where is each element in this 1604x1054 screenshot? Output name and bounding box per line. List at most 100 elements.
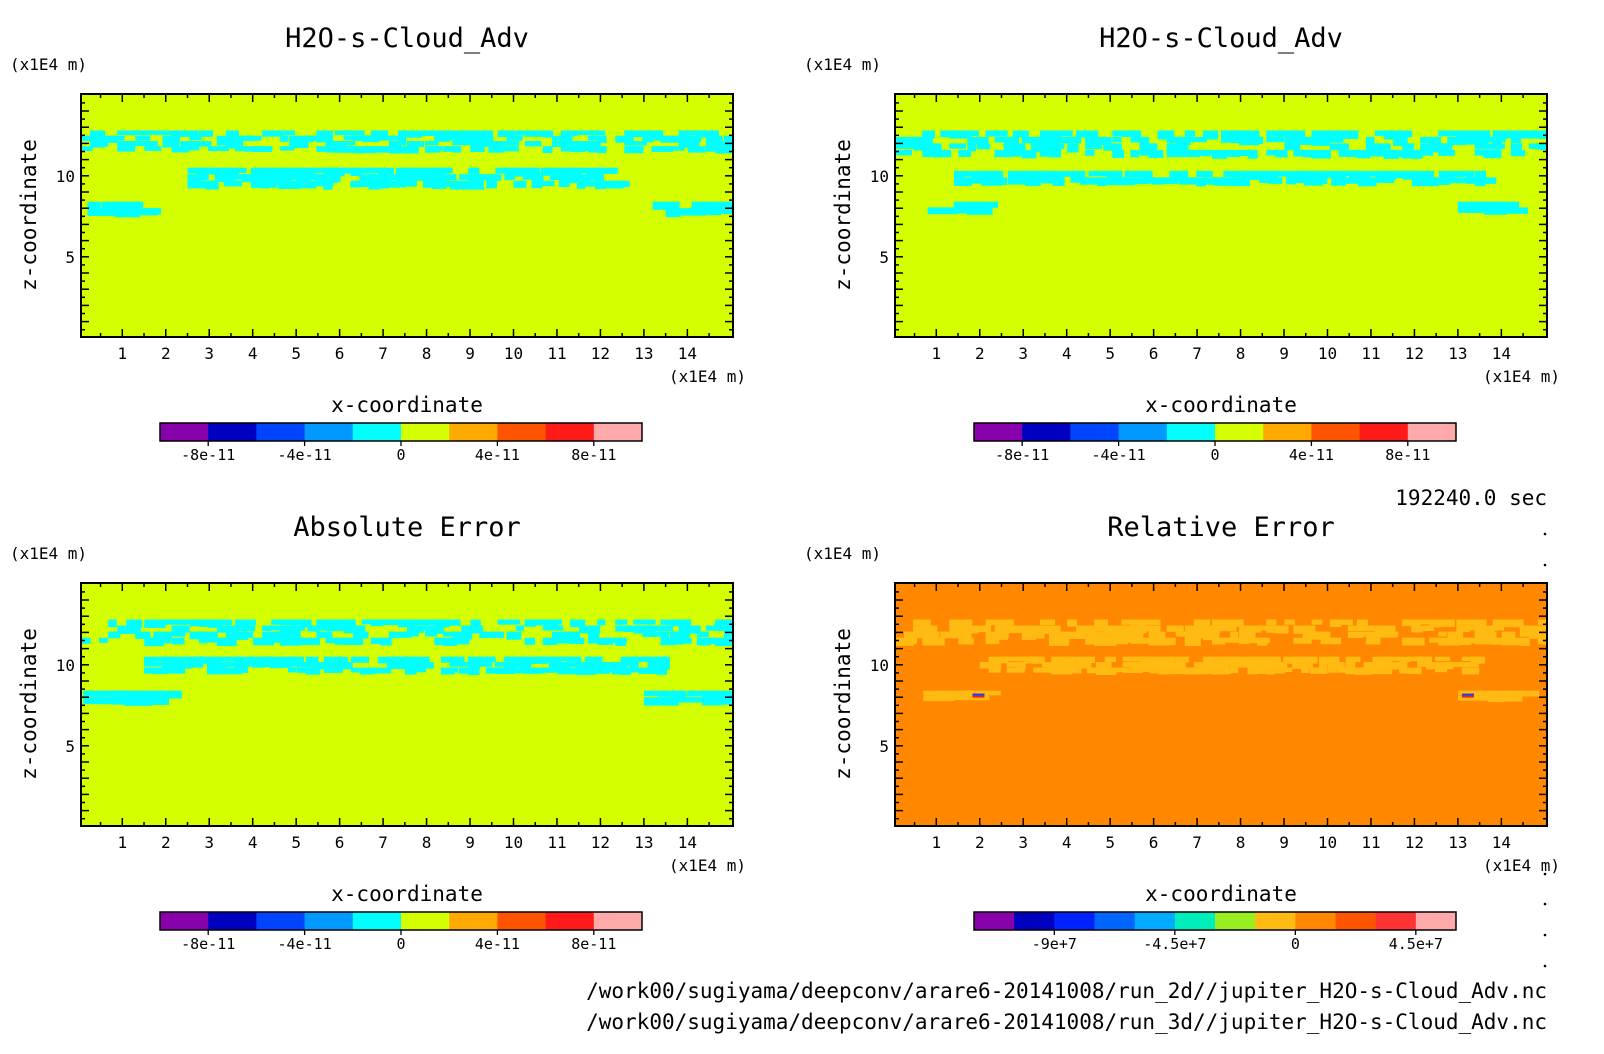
feature-cell [1196, 170, 1213, 177]
field-feature [652, 201, 733, 218]
feature-cell [962, 170, 975, 177]
feature-cell [1193, 149, 1211, 157]
feature-cell [1483, 637, 1500, 644]
feature-cell [397, 130, 408, 137]
colorbar-frame [973, 911, 1457, 931]
feature-cell [225, 662, 237, 667]
feature-cell [615, 625, 633, 632]
feature-cell [723, 637, 733, 646]
heatmap-field [81, 94, 733, 337]
feature-cell [461, 637, 470, 645]
feature-cell [162, 130, 178, 135]
colorbar-swatch [1359, 423, 1409, 441]
x-tick-label: 2 [161, 344, 171, 363]
feature-cell [278, 656, 295, 665]
x-tick-label: 12 [591, 833, 610, 852]
feature-cell [576, 180, 586, 189]
feature-cell [949, 619, 965, 626]
feature-cell [1030, 143, 1045, 153]
feature-cell [669, 631, 690, 638]
feature-cell [642, 135, 653, 143]
feature-cell [1214, 177, 1224, 186]
feature-cell [259, 174, 278, 182]
feature-cell [714, 625, 725, 631]
feature-cell [585, 174, 604, 181]
feature-cell [110, 697, 134, 705]
feature-cell [584, 656, 603, 662]
feature-cell [723, 631, 733, 638]
feature-cell [588, 631, 600, 639]
file-path-2d: /work00/sugiyama/deepconv/arare6-2014100… [586, 979, 1547, 1003]
feature-cell [701, 690, 733, 700]
feature-cell [1030, 631, 1045, 639]
feature-cell [305, 656, 319, 664]
feature-cell [1293, 625, 1305, 634]
feature-cell [1012, 625, 1025, 634]
feature-cell [497, 130, 515, 137]
feature-cell [296, 667, 315, 673]
feature-cell [633, 130, 653, 138]
feature-cell [542, 625, 564, 631]
feature-cell [949, 690, 974, 696]
feature-cell [1230, 136, 1244, 143]
feature-cell [958, 619, 973, 628]
feature-cell [1221, 149, 1240, 157]
feature-cell [958, 149, 972, 157]
feature-cell [989, 177, 999, 184]
feature-cell [976, 625, 992, 633]
feature-cell [449, 667, 459, 673]
feature-cell [280, 135, 289, 142]
feature-cell [377, 174, 392, 182]
feature-cell [665, 201, 680, 210]
feature-cell [1021, 136, 1034, 144]
feature-cell [477, 174, 492, 181]
feature-cell [1488, 695, 1505, 703]
feature-cell [379, 637, 392, 646]
feature-cell [171, 667, 185, 674]
feature-cell [1311, 631, 1331, 640]
feature-cell [407, 146, 419, 154]
feature-cell [1211, 637, 1226, 645]
feature-cell [936, 690, 954, 697]
x-axis-label: x-coordinate [331, 393, 483, 417]
x-tick-label: 6 [335, 344, 345, 363]
feature-cell [323, 180, 333, 190]
feature-cell [486, 180, 497, 189]
feature-cell [379, 130, 388, 137]
y-axis-label: z-coordinate [17, 628, 41, 780]
feature-cell [269, 180, 278, 188]
feature-cell [1184, 130, 1195, 137]
feature-cell [723, 146, 733, 153]
feature-cell [124, 697, 152, 706]
colorbar-swatch [1166, 423, 1216, 441]
colorbar-swatch [1174, 912, 1216, 930]
feature-cell [515, 130, 528, 136]
feature-cell [1247, 667, 1258, 675]
feature-cell [1194, 667, 1208, 673]
feature-cell [83, 690, 105, 697]
feature-cell [1365, 136, 1375, 144]
feature-cell [305, 167, 316, 175]
feature-cell [597, 135, 607, 143]
feature-cell [1537, 130, 1547, 139]
feature-cell [1176, 662, 1186, 669]
feature-cell [1085, 149, 1095, 156]
feature-cell [579, 141, 601, 147]
feature-cell [388, 135, 406, 141]
feature-cell [1461, 667, 1478, 675]
feature-cell [1160, 177, 1175, 184]
feature-cell [196, 174, 209, 181]
feature-cell [144, 130, 155, 135]
feature-cell [1465, 619, 1480, 625]
x-tick-label: 9 [465, 344, 475, 363]
feature-cell [989, 170, 1004, 180]
field-background [895, 94, 1547, 337]
feature-cell [656, 667, 667, 675]
feature-cell [443, 135, 460, 141]
x-tick-label: 5 [1105, 833, 1115, 852]
feature-cell [1365, 637, 1381, 645]
feature-cell [1384, 170, 1395, 177]
feature-cell [343, 130, 365, 136]
